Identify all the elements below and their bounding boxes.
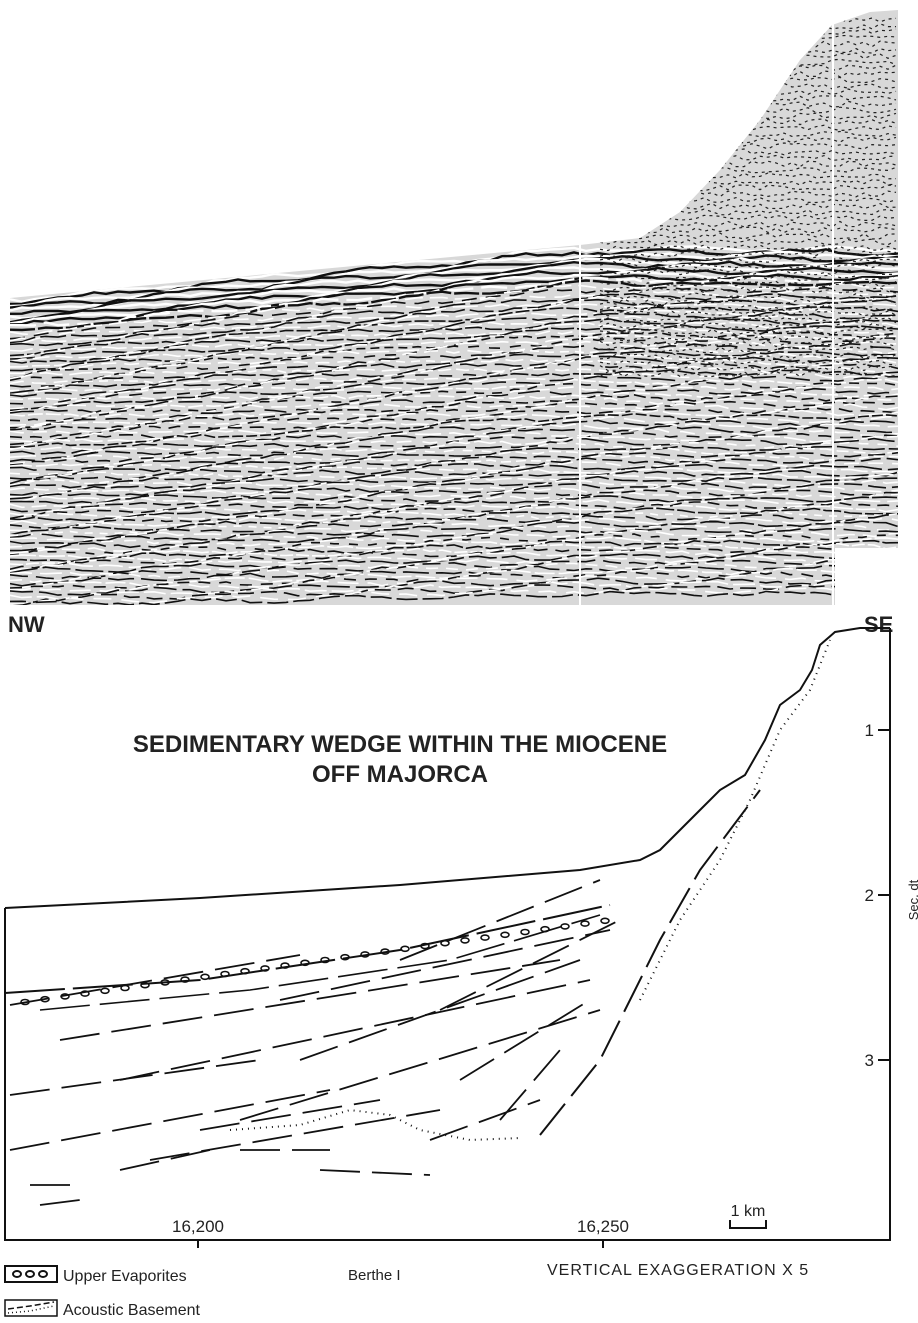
evaporite-mark — [481, 935, 489, 940]
reflector-trace — [320, 1170, 430, 1175]
evaporite-mark — [581, 921, 589, 926]
reflector-trace — [10, 955, 300, 1005]
y-axis-label: Sec. dt — [906, 879, 918, 920]
evaporite-mark — [521, 930, 529, 935]
source-label: Berthe I — [348, 1267, 401, 1284]
reflector-trace — [500, 1050, 560, 1120]
direction-label: NW — [8, 612, 45, 637]
reflector-trace — [400, 880, 600, 960]
seismic-profile — [0, 0, 918, 620]
y-tick-label: 2 — [865, 886, 874, 905]
x-tick-label: 16,200 — [172, 1217, 224, 1236]
frame — [5, 628, 890, 1240]
evaporite-mark — [121, 986, 129, 991]
legend: Upper Evaporites Acoustic Basement — [5, 1266, 201, 1319]
basement-dots — [230, 1110, 520, 1140]
diagram-title: OFF MAJORCA — [312, 761, 488, 788]
reflector-trace — [430, 1100, 540, 1140]
y-tick-label: 3 — [865, 1051, 874, 1070]
evaporite-mark — [81, 991, 89, 996]
legend-label: Upper Evaporites — [63, 1268, 187, 1285]
acoustic-basement-dots — [640, 640, 830, 1000]
evaporite-mark — [561, 924, 569, 929]
figure: NW SE SEDIMENTARY WEDGE WITHIN THE MIOCE… — [0, 0, 918, 1323]
page: {"seismic_section": {"left_label": "NW",… — [0, 0, 918, 1323]
evaporite-mark — [601, 918, 609, 923]
scale-bar — [730, 1220, 766, 1228]
line-drawing — [5, 628, 890, 1240]
reflector-trace — [10, 1090, 330, 1150]
evaporite-mark — [101, 988, 109, 993]
evaporite-mark — [501, 932, 509, 937]
y-tick-label: 1 — [865, 721, 874, 740]
evaporite-mark — [461, 938, 469, 943]
reflector-trace — [60, 960, 560, 1040]
reflector-trace — [460, 1000, 590, 1080]
reflector-trace — [40, 1200, 80, 1205]
diagram-title: SEDIMENTARY WEDGE WITHIN THE MIOCENE — [133, 731, 667, 758]
reflector-trace — [150, 1110, 440, 1160]
direction-label: SE — [864, 612, 893, 637]
evaporite-mark — [201, 974, 209, 979]
legend-label: Acoustic Basement — [63, 1302, 201, 1319]
reflector-trace — [120, 1150, 210, 1170]
scale-bar-label: 1 km — [731, 1203, 766, 1220]
exaggeration-note: VERTICAL EXAGGERATION X 5 — [547, 1262, 809, 1279]
body: NW SE SEDIMENTARY WEDGE WITHIN THE MIOCE… — [0, 0, 918, 1323]
x-tick-label: 16,250 — [577, 1217, 629, 1236]
